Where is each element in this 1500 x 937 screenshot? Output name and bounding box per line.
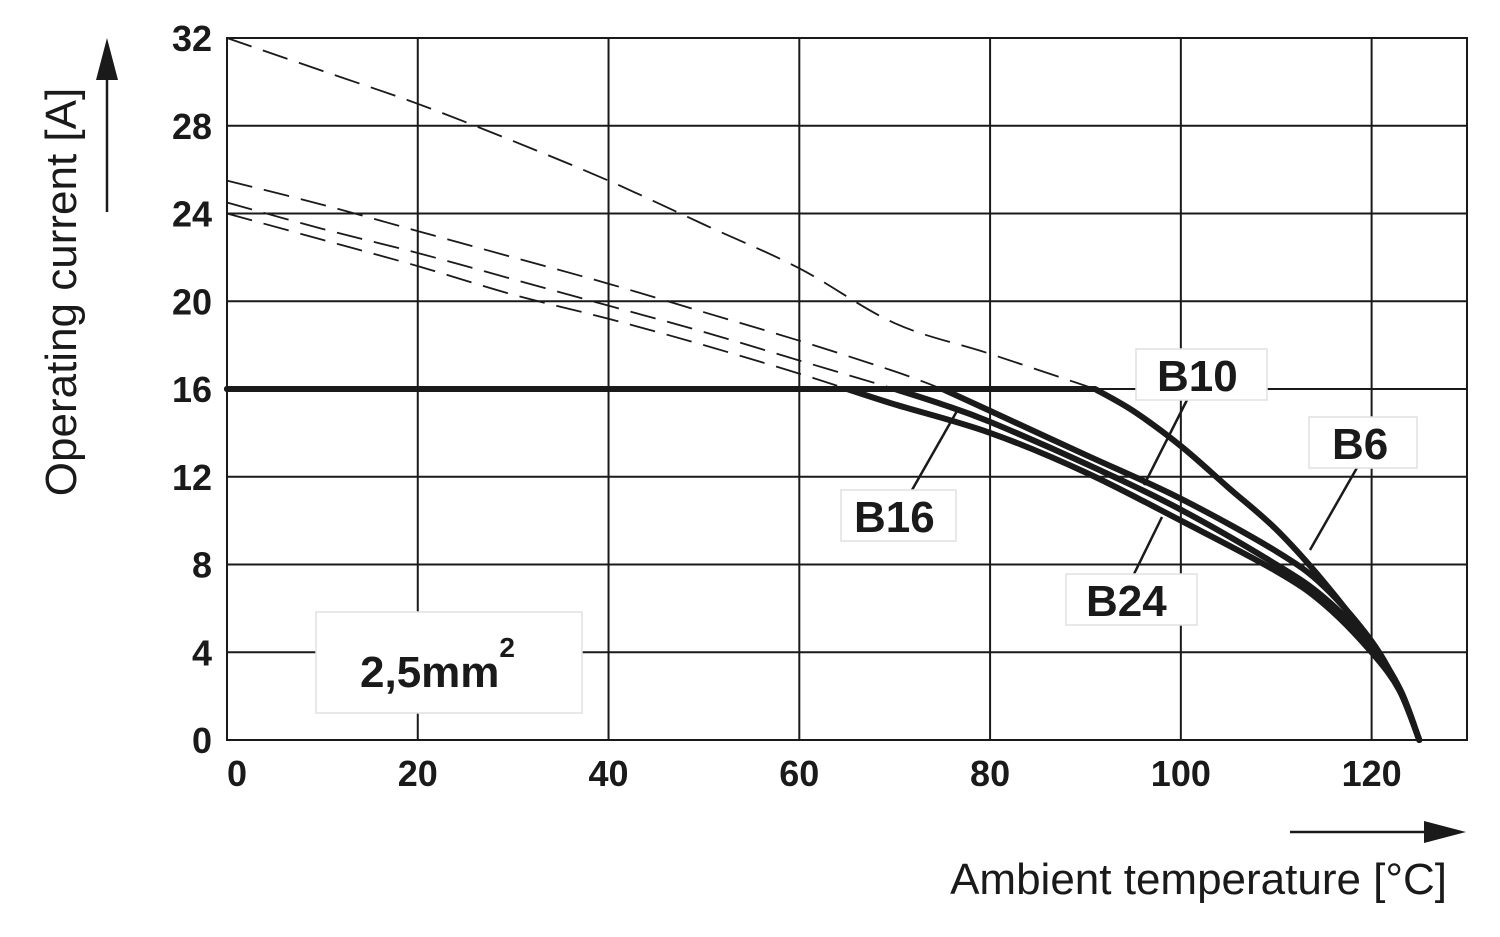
solid-curve-b16 (224, 386, 1423, 743)
y-tick-label: 24 (172, 194, 212, 235)
leader-b10 (1142, 397, 1190, 486)
leader-b24 (1132, 516, 1164, 575)
x-tick-label: 40 (589, 753, 629, 794)
tick-labels: 0 20 40 60 80 100 120 0 4 8 12 16 20 24 28 32 (172, 18, 1402, 794)
series-label-b10: B10 (1157, 352, 1238, 401)
dashed-curve-b16 (226, 201, 895, 390)
dashed-curve-b24 (226, 212, 848, 390)
series-label-b16: B16 (854, 493, 935, 542)
cross-section-label: 2,5mm2 (360, 632, 515, 697)
callout-box-b24 (1065, 573, 1198, 626)
series-label-b6: B6 (1332, 420, 1388, 469)
callout-box-b6 (1308, 416, 1418, 469)
y-axis-title: Operating current [A] (37, 88, 86, 496)
x-tick-label: 60 (779, 753, 819, 794)
x-tick-label: 80 (970, 753, 1010, 794)
y-tick-label: 12 (172, 457, 212, 498)
y-axis-arrow-head (96, 38, 118, 80)
y-tick-label: 20 (172, 281, 212, 322)
x-axis-title: Ambient temperature [°C] (950, 855, 1447, 904)
leader-b6 (1308, 465, 1360, 551)
dashed-curve-b6 (226, 37, 1096, 390)
callout-box-b10 (1135, 348, 1268, 401)
leader-b16 (910, 410, 959, 491)
callout-box-b16 (840, 489, 957, 542)
cross-section-box (315, 611, 583, 714)
solid-curves (224, 386, 1423, 743)
x-tick-label: 100 (1151, 753, 1211, 794)
dashed-curves (226, 37, 1096, 390)
y-tick-label: 28 (172, 106, 212, 147)
y-tick-label: 0 (192, 720, 212, 761)
cross-section-exponent: 2 (499, 632, 515, 663)
dashed-curve-b10 (226, 179, 943, 390)
x-tick-label: 0 (227, 753, 247, 794)
x-axis-arrow-head (1424, 821, 1466, 843)
x-tick-label: 20 (398, 753, 438, 794)
y-tick-label: 16 (172, 369, 212, 410)
cross-section-base: 2,5mm (360, 648, 499, 697)
y-tick-label: 8 (192, 545, 212, 586)
x-tick-label: 120 (1342, 753, 1402, 794)
y-tick-label: 32 (172, 18, 212, 59)
plot-frame (226, 37, 1468, 741)
y-tick-label: 4 (192, 632, 212, 673)
solid-curve-b24 (224, 386, 1423, 743)
series-label-b24: B24 (1086, 577, 1167, 626)
